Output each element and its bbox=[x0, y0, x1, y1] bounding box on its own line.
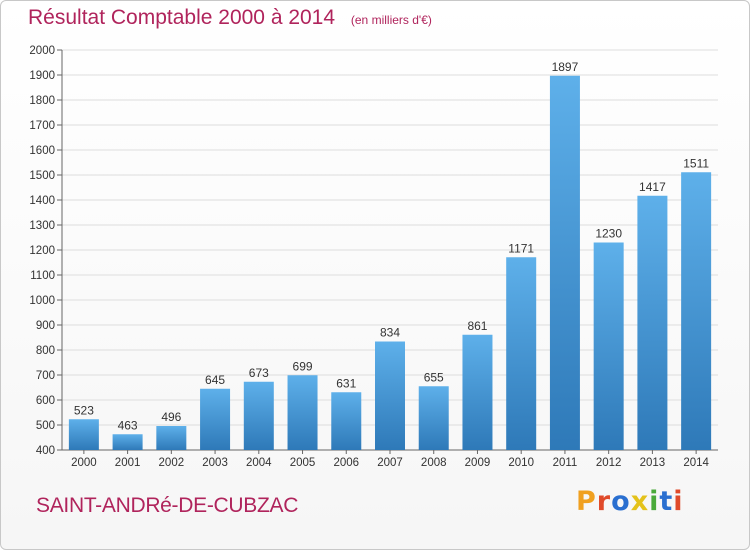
title-text: Résultat Comptable 2000 à 2014 bbox=[28, 6, 336, 29]
unit-note: (en milliers d'€) bbox=[350, 13, 432, 27]
bars bbox=[68, 75, 712, 450]
x-tick-label: 2000 bbox=[71, 457, 97, 469]
value-label: 1171 bbox=[508, 241, 534, 255]
bar-2007 bbox=[375, 341, 405, 450]
bar-2006 bbox=[331, 392, 362, 450]
bar-2005 bbox=[287, 375, 318, 450]
y-tick-label: 700 bbox=[36, 370, 55, 382]
brand-logo[interactable]: Proxiti bbox=[576, 486, 684, 517]
bar-2003 bbox=[200, 388, 231, 450]
value-label: 1417 bbox=[639, 180, 666, 194]
bar-2014 bbox=[681, 172, 712, 450]
y-tick-label: 1600 bbox=[29, 145, 55, 157]
x-tick-label: 2011 bbox=[553, 457, 578, 469]
brand-letter: r bbox=[596, 486, 612, 517]
bar-2001 bbox=[112, 434, 143, 450]
value-label: 463 bbox=[118, 418, 138, 432]
value-label: 1511 bbox=[683, 156, 709, 170]
x-tick-label: 2012 bbox=[596, 457, 622, 469]
y-tick-label: 1800 bbox=[29, 95, 55, 107]
y-tick-label: 1200 bbox=[29, 245, 55, 257]
bar-2009 bbox=[462, 334, 493, 450]
x-tick-label: 2014 bbox=[683, 457, 709, 469]
y-tick-labels: 400 500 600 700 800 900 1000 1100 1200 1300 1400 15… bbox=[29, 45, 55, 457]
x-tick-label: 2004 bbox=[246, 457, 272, 469]
y-tick-label: 1900 bbox=[29, 70, 55, 82]
x-tick-label: 2008 bbox=[421, 457, 447, 469]
value-label: 631 bbox=[336, 376, 356, 390]
y-tick-label: 1100 bbox=[30, 270, 55, 282]
x-tick-label: 2002 bbox=[159, 457, 185, 469]
value-label: 861 bbox=[467, 319, 487, 333]
x-tick-label: 2003 bbox=[202, 457, 228, 469]
value-label: 523 bbox=[74, 403, 94, 417]
value-labels: 523 463 496 645 673 699 631 834 655 861 1171 1897 12… bbox=[74, 60, 710, 433]
chart-title: Résultat Comptable 2000 à 2014 (en milli… bbox=[28, 6, 432, 30]
brand-letter: o bbox=[611, 486, 631, 517]
bar-2013 bbox=[637, 195, 668, 450]
brand-letter: i bbox=[649, 486, 660, 517]
x-tick-label: 2001 bbox=[115, 457, 141, 469]
x-tick-label: 2006 bbox=[333, 457, 359, 469]
y-tick-label: 1500 bbox=[29, 170, 55, 182]
x-tick-label: 2009 bbox=[465, 457, 491, 469]
value-label: 673 bbox=[249, 366, 269, 380]
value-label: 645 bbox=[205, 373, 225, 387]
y-tick-label: 600 bbox=[36, 395, 55, 407]
x-tick-label: 2005 bbox=[290, 457, 316, 469]
value-label: 1897 bbox=[552, 60, 579, 74]
bar-2011 bbox=[549, 75, 580, 450]
bar-2000 bbox=[68, 419, 99, 450]
bar-2002 bbox=[156, 426, 187, 450]
value-label: 699 bbox=[293, 359, 313, 373]
value-label: 1230 bbox=[595, 227, 622, 241]
x-tick-label: 2013 bbox=[640, 457, 666, 469]
y-tick-label: 900 bbox=[36, 320, 55, 332]
x-tick-label: 2007 bbox=[377, 457, 403, 469]
commune-name: SAINT-ANDRé-DE-CUBZAC bbox=[36, 494, 299, 517]
x-tick-labels: 2000 2001 2002 2003 2004 2005 2006 2007 2008 2009… bbox=[71, 450, 710, 469]
y-tick-label: 400 bbox=[36, 445, 55, 457]
bar-2012 bbox=[593, 242, 624, 450]
bar-2004 bbox=[243, 381, 274, 450]
bar-2010 bbox=[506, 257, 537, 450]
brand-letter: P bbox=[576, 486, 597, 517]
brand-letter: x bbox=[630, 486, 650, 517]
brand-letter: t bbox=[659, 486, 674, 517]
y-tick-label: 800 bbox=[36, 345, 55, 357]
x-tick-label: 2010 bbox=[508, 457, 534, 469]
bar-2008 bbox=[418, 386, 449, 450]
y-tick-label: 500 bbox=[36, 420, 55, 432]
y-tick-label: 1700 bbox=[29, 120, 55, 132]
brand-letter: i bbox=[673, 486, 684, 517]
value-label: 496 bbox=[161, 410, 181, 424]
y-tick-label: 1400 bbox=[29, 195, 55, 207]
value-label: 834 bbox=[380, 326, 400, 340]
y-tick-label: 1000 bbox=[29, 295, 55, 307]
value-label: 655 bbox=[424, 370, 444, 384]
y-tick-label: 2000 bbox=[29, 45, 55, 57]
y-tick-label: 1300 bbox=[29, 220, 55, 232]
